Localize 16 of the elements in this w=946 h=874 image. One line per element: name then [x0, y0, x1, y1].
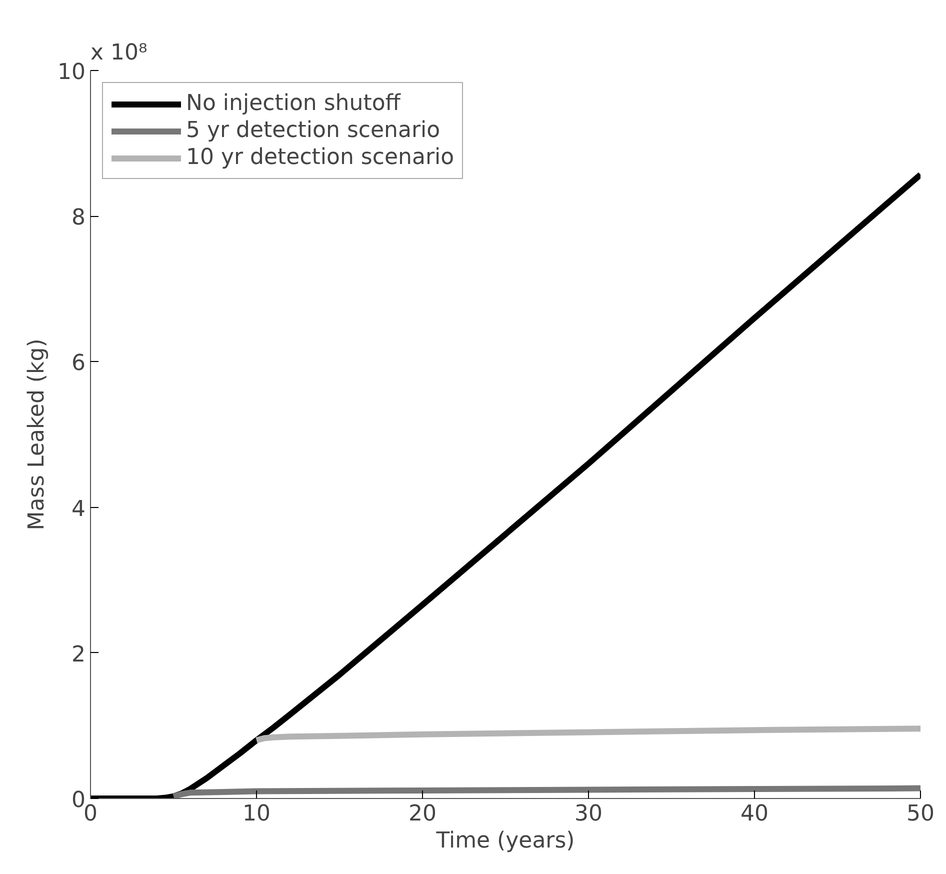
- legend-label: 10 yr detection scenario: [186, 145, 454, 170]
- x-axis-title: Time (years): [435, 828, 575, 854]
- x-tick-label: 20: [408, 802, 437, 826]
- y-tick-label: 10: [58, 60, 86, 85]
- y-tick-label: 6: [72, 351, 86, 376]
- y-tick-label: 2: [72, 642, 86, 668]
- x-tick-label: 50: [906, 802, 935, 826]
- y-axis-title: Mass Leaked (kg): [24, 338, 50, 530]
- legend-label: No injection shutoff: [186, 91, 400, 116]
- text: x 10⁸: [90, 40, 148, 66]
- legend-label: 5 yr detection scenario: [186, 118, 440, 143]
- x-tick-label: 30: [574, 802, 603, 826]
- x-tick-label: 10: [242, 802, 271, 826]
- x-tick-label: 40: [740, 802, 769, 826]
- y-tick-label: 4: [72, 496, 86, 522]
- y-tick-label: 8: [72, 206, 86, 231]
